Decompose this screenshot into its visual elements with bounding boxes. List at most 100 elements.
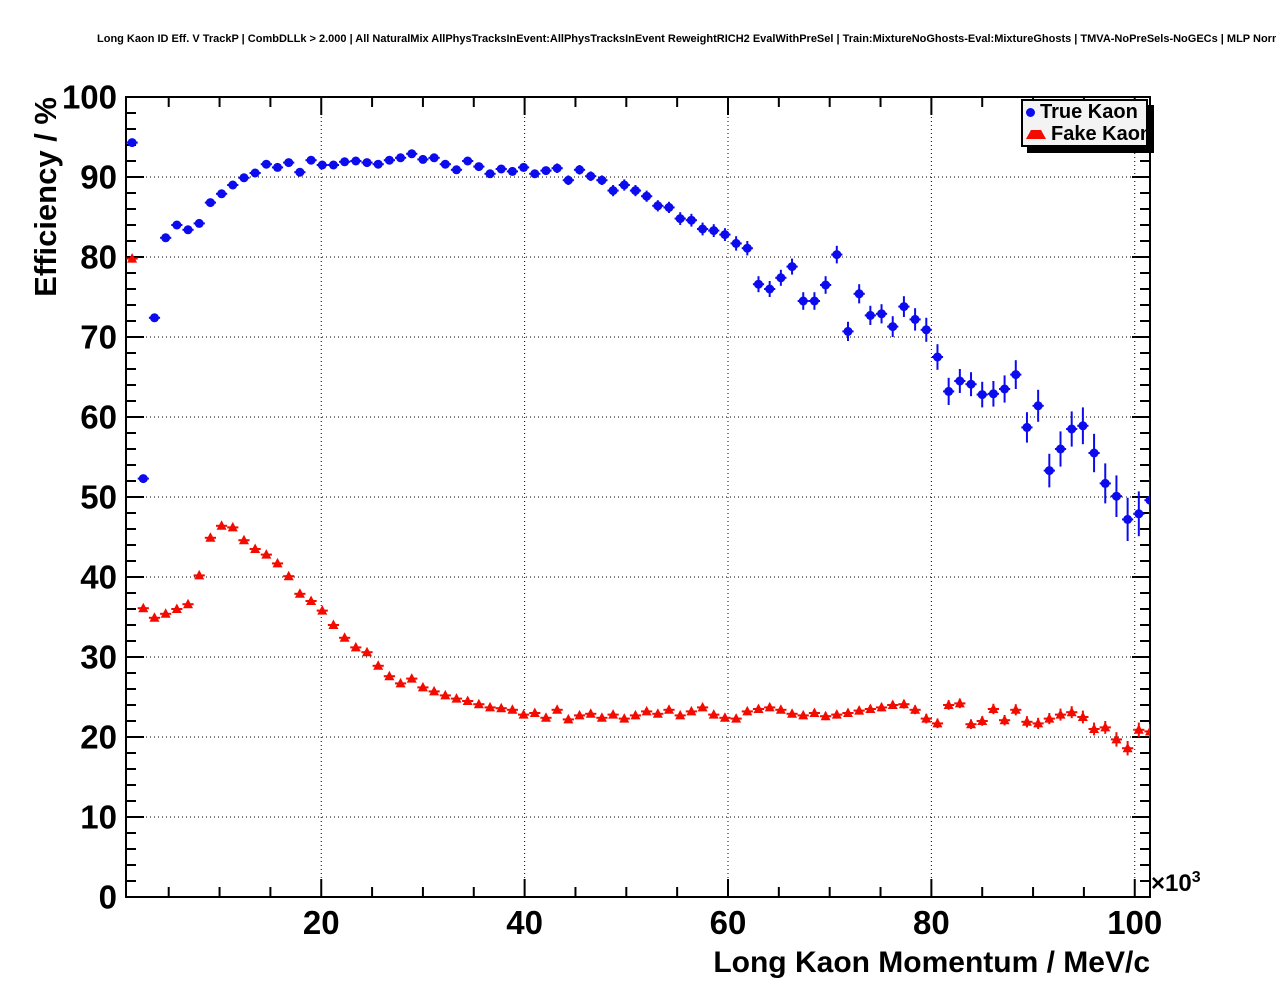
data-point (1044, 713, 1055, 723)
data-point (295, 167, 305, 177)
data-point (384, 670, 395, 681)
x-tick-label: 40 (506, 904, 543, 941)
data-point (787, 708, 798, 718)
data-point (407, 149, 417, 159)
data-point (339, 632, 350, 642)
data-point (888, 322, 898, 332)
legend-entry-fake-kaon: Fake Kaon (1023, 123, 1152, 145)
data-point (775, 704, 786, 714)
data-point (698, 224, 708, 234)
y-tick-label: 30 (80, 639, 117, 676)
data-point (575, 165, 585, 175)
x-axis-title: Long Kaon Momentum / MeV/c (713, 946, 1150, 979)
data-point (597, 175, 607, 185)
data-point (149, 612, 160, 622)
data-point (977, 715, 988, 725)
y-tick-label: 60 (80, 399, 117, 436)
data-point (865, 703, 876, 713)
data-point (217, 189, 227, 199)
data-point (1044, 466, 1054, 476)
data-point (988, 703, 999, 713)
data-point (362, 646, 373, 657)
data-point (283, 570, 294, 581)
data-point (954, 697, 965, 708)
data-point (451, 165, 461, 175)
data-point (228, 180, 238, 190)
data-point (485, 169, 495, 179)
data-point (921, 713, 932, 723)
y-tick-label: 100 (62, 79, 117, 116)
data-point (653, 201, 663, 211)
data-point (1100, 478, 1110, 488)
data-point (350, 641, 361, 652)
data-point (675, 214, 685, 224)
data-point (172, 220, 182, 230)
data-point (417, 681, 428, 692)
data-point (955, 376, 965, 386)
data-point (127, 253, 138, 263)
fake-kaon-marker-icon (1026, 129, 1046, 139)
data-point (1078, 421, 1088, 431)
data-point (518, 709, 529, 719)
data-point (697, 701, 708, 712)
data-point (1010, 704, 1021, 714)
data-point (1145, 495, 1150, 505)
data-point (205, 198, 215, 208)
data-point (507, 166, 517, 176)
data-point (1133, 724, 1144, 734)
data-point (183, 225, 193, 235)
x-tick-label: 80 (913, 904, 950, 941)
data-point (541, 166, 551, 176)
y-tick-label: 90 (80, 159, 117, 196)
legend-label-fake-kaon: Fake Kaon (1051, 123, 1153, 145)
data-point (1077, 711, 1088, 721)
data-point (742, 705, 753, 716)
data-point (619, 180, 629, 190)
data-point (574, 709, 585, 720)
data-point (160, 608, 171, 618)
data-point (462, 695, 473, 705)
data-point (1089, 723, 1100, 733)
data-point (708, 709, 719, 719)
data-point (1011, 370, 1021, 380)
data-point (1134, 509, 1144, 519)
data-point (664, 704, 675, 714)
series-fake-kaon (126, 253, 1150, 756)
data-point (641, 705, 652, 716)
data-point (932, 352, 942, 362)
data-point (642, 191, 652, 201)
data-point (843, 326, 853, 336)
data-point (887, 699, 898, 709)
data-point (731, 713, 742, 723)
data-point (261, 159, 271, 169)
data-point (999, 714, 1010, 725)
data-point (1100, 721, 1111, 732)
data-point (1055, 709, 1066, 719)
data-point (451, 693, 462, 703)
data-point (328, 619, 339, 629)
data-point (720, 230, 730, 240)
data-point (216, 520, 227, 530)
data-point (1089, 448, 1099, 458)
data-point (586, 171, 596, 181)
y-tick-label: 20 (80, 719, 117, 756)
data-point (485, 701, 496, 712)
data-point (832, 250, 842, 260)
data-point (161, 233, 171, 243)
data-point (630, 186, 640, 196)
data-point (585, 708, 596, 718)
data-point (596, 712, 607, 722)
y-tick-label: 40 (80, 559, 117, 596)
x-axis-multiplier-base: ×10 (1151, 870, 1192, 897)
data-point (563, 713, 574, 724)
data-point (328, 160, 338, 170)
data-point (171, 603, 182, 613)
data-point (384, 155, 394, 165)
data-point (787, 262, 797, 272)
data-point (1123, 514, 1133, 524)
legend-label-true-kaon: True Kaon (1040, 101, 1138, 123)
data-point (1033, 717, 1044, 728)
data-point (809, 707, 820, 717)
data-point (294, 588, 305, 598)
data-point (429, 685, 440, 696)
